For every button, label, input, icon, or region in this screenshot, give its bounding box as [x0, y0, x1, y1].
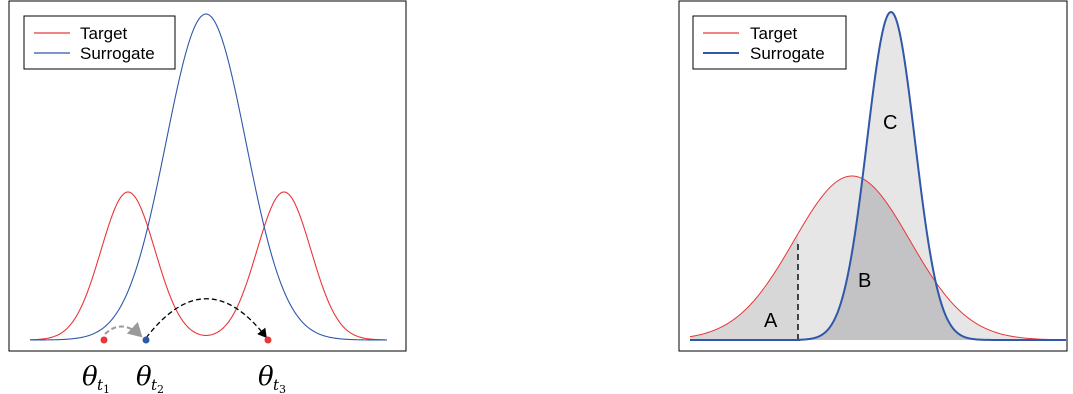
- theta-t3-point: [264, 336, 272, 344]
- right-target-curve: [689, 175, 1067, 341]
- left-target-curve: [29, 191, 388, 341]
- left-panel: Target Surrogate θ t 1 θ t 2 θ t 3: [8, 0, 407, 394]
- region-c-label: C: [883, 112, 897, 134]
- left-legend-box: [23, 15, 176, 70]
- theta-t3-sub: t: [273, 376, 280, 394]
- region-b-fill: [798, 178, 1066, 340]
- left-surrogate-curve: [30, 13, 387, 341]
- theta-t3-label: θ t 3: [258, 362, 286, 394]
- region-b-label: B: [858, 270, 871, 292]
- jump-arrow-t1-t2: [104, 321, 143, 338]
- right-panel: A B C Target Surrogate: [678, 0, 1068, 352]
- left-legend: Target Surrogate: [23, 15, 176, 70]
- theta-t2-symbol: θ: [136, 362, 152, 392]
- right-surrogate-curve: [797, 10, 1066, 341]
- theta-t3-symbol: θ: [258, 362, 274, 392]
- left-legend-target-label: Target: [80, 24, 128, 43]
- theta-t2-subsub: 2: [157, 383, 164, 394]
- theta-t2-sub: t: [151, 376, 158, 394]
- theta-t3-subsub: 3: [279, 383, 286, 394]
- left-legend-surrogate-label: Surrogate: [80, 44, 155, 63]
- theta-t1-label: θ t 1: [82, 362, 110, 394]
- right-legend: Target Surrogate: [692, 15, 847, 70]
- theta-t2-label: θ t 2: [136, 362, 164, 394]
- theta-t1-symbol: θ: [82, 362, 98, 392]
- theta-t1-point: [100, 336, 108, 344]
- region-a-label: A: [764, 310, 778, 332]
- right-legend-surrogate-label: Surrogate: [750, 44, 825, 63]
- theta-t1-subsub: 1: [103, 383, 110, 394]
- jump-arrow-t2-t3: [145, 298, 267, 339]
- right-legend-box: [692, 15, 847, 70]
- right-legend-target-label: Target: [750, 24, 798, 43]
- region-a-fill: [690, 233, 798, 340]
- theta-t1-sub: t: [97, 376, 104, 394]
- theta-t2-point: [142, 336, 150, 344]
